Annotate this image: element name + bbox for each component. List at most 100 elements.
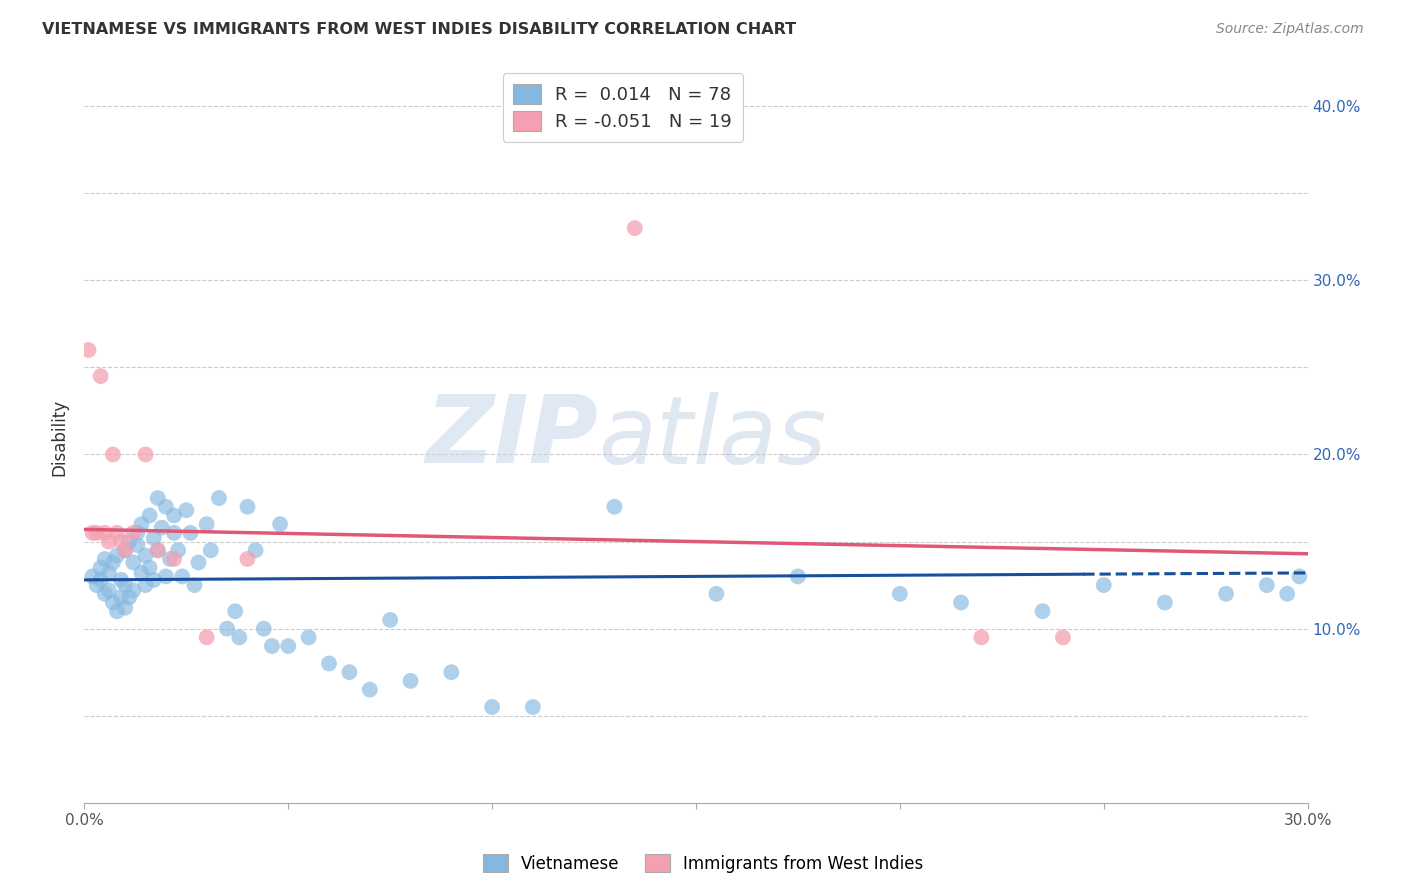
Point xyxy=(138,560,160,574)
Point xyxy=(110,591,132,605)
Point xyxy=(217,622,239,636)
Point xyxy=(131,566,153,580)
Point xyxy=(298,631,321,645)
Point xyxy=(269,517,291,532)
Point xyxy=(253,622,276,636)
Point xyxy=(110,573,132,587)
Point xyxy=(174,503,197,517)
Point xyxy=(110,534,132,549)
Point xyxy=(1277,587,1299,601)
Point xyxy=(318,657,340,671)
Text: VIETNAMESE VS IMMIGRANTS FROM WEST INDIES DISABILITY CORRELATION CHART: VIETNAMESE VS IMMIGRANTS FROM WEST INDIE… xyxy=(42,22,796,37)
Point xyxy=(522,700,544,714)
Text: ZIP: ZIP xyxy=(425,391,598,483)
Point xyxy=(970,631,993,645)
Point xyxy=(260,639,283,653)
Point xyxy=(86,525,108,540)
Point xyxy=(1154,595,1177,609)
Point xyxy=(146,543,169,558)
Point xyxy=(245,543,267,558)
Point xyxy=(208,491,231,505)
Point xyxy=(105,549,128,563)
Point xyxy=(82,569,104,583)
Point xyxy=(77,343,100,357)
Point xyxy=(150,521,173,535)
Point xyxy=(101,448,124,462)
Point xyxy=(97,566,120,580)
Point xyxy=(97,583,120,598)
Point xyxy=(114,543,136,558)
Point xyxy=(135,578,157,592)
Point xyxy=(93,587,115,601)
Point xyxy=(142,531,165,545)
Point xyxy=(224,604,246,618)
Point xyxy=(440,665,463,680)
Point xyxy=(159,552,181,566)
Point xyxy=(146,491,169,505)
Point xyxy=(359,682,381,697)
Point xyxy=(105,525,128,540)
Point xyxy=(950,595,973,609)
Point xyxy=(380,613,402,627)
Point xyxy=(90,369,112,384)
Point xyxy=(624,221,647,235)
Point xyxy=(114,578,136,592)
Point xyxy=(105,604,128,618)
Point xyxy=(97,534,120,549)
Point xyxy=(155,500,177,514)
Point xyxy=(127,525,149,540)
Point xyxy=(187,556,209,570)
Point xyxy=(195,517,218,532)
Point xyxy=(1092,578,1115,592)
Point xyxy=(127,538,149,552)
Point xyxy=(93,525,115,540)
Point xyxy=(172,569,194,583)
Point xyxy=(122,525,145,540)
Point xyxy=(163,552,186,566)
Point xyxy=(114,600,136,615)
Point xyxy=(183,578,205,592)
Text: atlas: atlas xyxy=(598,392,827,483)
Point xyxy=(481,700,503,714)
Point xyxy=(228,631,250,645)
Point xyxy=(787,569,810,583)
Point xyxy=(236,500,259,514)
Point xyxy=(163,508,186,523)
Point xyxy=(114,543,136,558)
Point xyxy=(155,569,177,583)
Point xyxy=(118,534,141,549)
Point xyxy=(163,525,186,540)
Point xyxy=(399,673,422,688)
Point xyxy=(118,591,141,605)
Point xyxy=(86,578,108,592)
Point xyxy=(131,517,153,532)
Point xyxy=(142,573,165,587)
Point xyxy=(339,665,361,680)
Point xyxy=(101,595,124,609)
Point xyxy=(179,525,201,540)
Point xyxy=(603,500,626,514)
Point xyxy=(146,543,169,558)
Legend: Vietnamese, Immigrants from West Indies: Vietnamese, Immigrants from West Indies xyxy=(477,847,929,880)
Point xyxy=(200,543,222,558)
Point xyxy=(82,525,104,540)
Point xyxy=(1288,569,1310,583)
Point xyxy=(93,552,115,566)
Text: Source: ZipAtlas.com: Source: ZipAtlas.com xyxy=(1216,22,1364,37)
Point xyxy=(1032,604,1054,618)
Point xyxy=(1215,587,1237,601)
Point xyxy=(236,552,259,566)
Point xyxy=(90,560,112,574)
Point xyxy=(101,556,124,570)
Point xyxy=(195,631,218,645)
Point xyxy=(1052,631,1074,645)
Point xyxy=(889,587,911,601)
Point xyxy=(90,573,112,587)
Point xyxy=(135,549,157,563)
Point xyxy=(1256,578,1278,592)
Point xyxy=(138,508,160,523)
Point xyxy=(122,583,145,598)
Point xyxy=(167,543,190,558)
Point xyxy=(277,639,299,653)
Point xyxy=(122,556,145,570)
